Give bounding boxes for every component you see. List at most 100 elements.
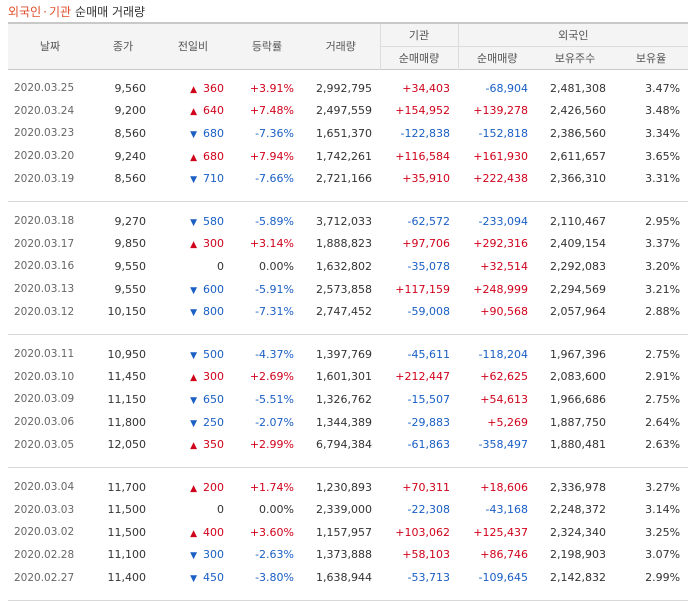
row-date: 2020.03.11 bbox=[14, 348, 75, 361]
row-foreign-net: +18,606 bbox=[480, 480, 528, 494]
row-foreign-ratio: 3.65% bbox=[645, 149, 681, 163]
row-foreign-net: -109,645 bbox=[478, 571, 528, 585]
row-close: 11,450 bbox=[107, 370, 147, 384]
row-inst-net: +70,311 bbox=[402, 480, 450, 494]
row-close: 10,150 bbox=[107, 305, 147, 319]
row-foreign-ratio: 3.07% bbox=[645, 548, 681, 562]
row-change-value: 0 bbox=[217, 503, 224, 517]
row-close: 9,200 bbox=[114, 104, 147, 118]
table-row: 2020.03.23 8,560 ▼ 680 -7.36% 1,651,370 -122,8… bbox=[8, 122, 688, 145]
row-volume: 1,632,802 bbox=[316, 259, 372, 273]
row-rate: +3.60% bbox=[249, 525, 294, 539]
table-row: 2020.03.20 9,240 ▲ 680 +7.94% 1,742,261 +116,5… bbox=[8, 145, 688, 168]
row-volume: 6,794,384 bbox=[316, 438, 372, 452]
row-change-value: 400 bbox=[203, 525, 224, 539]
row-foreign-ratio: 2.75% bbox=[645, 347, 681, 361]
row-foreign-hold: 2,366,310 bbox=[550, 172, 606, 186]
row-change-value: 680 bbox=[203, 126, 224, 140]
row-change: ▼ 300 bbox=[154, 544, 232, 567]
row-rate: +2.69% bbox=[249, 370, 294, 384]
row-foreign-hold: 1,967,396 bbox=[550, 347, 606, 361]
row-rate: -2.63% bbox=[255, 548, 294, 562]
table-row: 2020.03.11 10,950 ▼ 500 -4.37% 1,397,769 -45,6… bbox=[8, 343, 688, 366]
row-volume: 1,157,957 bbox=[316, 525, 372, 539]
row-foreign-net: +139,278 bbox=[473, 104, 528, 118]
row-rate: -5.91% bbox=[255, 282, 294, 296]
row-rate: +7.94% bbox=[249, 149, 294, 163]
table-row: 2020.03.19 8,560 ▼ 710 -7.66% 2,721,166 +35,91… bbox=[8, 167, 688, 190]
row-foreign-ratio: 3.48% bbox=[645, 104, 681, 118]
row-change-value: 710 bbox=[203, 172, 224, 186]
triangle-down-icon: ▼ bbox=[190, 217, 197, 228]
row-rate: 0.00% bbox=[259, 259, 294, 273]
row-change-value: 650 bbox=[203, 392, 224, 406]
triangle-down-icon: ▼ bbox=[190, 308, 197, 319]
row-foreign-net: -152,818 bbox=[478, 126, 528, 140]
row-change: ▼ 580 bbox=[154, 210, 232, 233]
row-date: 2020.03.25 bbox=[14, 82, 75, 95]
row-foreign-ratio: 2.75% bbox=[645, 392, 681, 406]
row-change: ▲ 350 bbox=[154, 433, 232, 456]
row-inst-net: -15,507 bbox=[407, 392, 450, 406]
row-foreign-ratio: 2.88% bbox=[645, 305, 681, 319]
row-change-value: 300 bbox=[203, 548, 224, 562]
table-row: 2020.03.09 11,150 ▼ 650 -5.51% 1,326,762 -15,5… bbox=[8, 388, 688, 411]
row-volume: 1,888,823 bbox=[316, 237, 372, 251]
row-date: 2020.03.16 bbox=[14, 260, 75, 273]
row-inst-net: -122,838 bbox=[400, 126, 450, 140]
row-date: 2020.03.13 bbox=[14, 283, 75, 296]
triangle-down-icon: ▼ bbox=[190, 418, 197, 429]
row-foreign-hold: 2,110,467 bbox=[550, 214, 606, 228]
col-foreign-ratio: 보유율 bbox=[614, 46, 689, 69]
row-change-value: 300 bbox=[203, 370, 224, 384]
col-date: 날짜 bbox=[8, 23, 92, 69]
col-group-foreign: 외국인 bbox=[457, 23, 689, 47]
row-foreign-ratio: 2.95% bbox=[645, 214, 681, 228]
row-change: ▲ 680 bbox=[154, 145, 232, 168]
row-date: 2020.02.27 bbox=[14, 571, 75, 584]
row-change: ▲ 360 bbox=[154, 77, 232, 100]
row-inst-net: +154,952 bbox=[395, 104, 450, 118]
row-volume: 3,712,033 bbox=[316, 214, 372, 228]
row-change-value: 200 bbox=[203, 480, 224, 494]
tab-foreign[interactable]: 외국인 bbox=[8, 5, 42, 19]
table-row: 2020.03.25 9,560 ▲ 360 +3.91% 2,992,795 +34,40… bbox=[8, 77, 688, 100]
group-spacer bbox=[8, 468, 688, 476]
row-inst-net: -59,008 bbox=[407, 305, 450, 319]
row-change: ▲ 400 bbox=[154, 521, 232, 544]
row-date: 2020.03.04 bbox=[14, 481, 75, 494]
row-foreign-net: -43,168 bbox=[485, 503, 528, 517]
row-foreign-hold: 2,057,964 bbox=[550, 305, 606, 319]
row-foreign-hold: 2,142,832 bbox=[550, 571, 606, 585]
row-foreign-ratio: 3.14% bbox=[645, 503, 681, 517]
row-close: 11,150 bbox=[107, 392, 147, 406]
row-change: ▼ 600 bbox=[154, 278, 232, 301]
section-title: 외국인 · 기관 순매매 거래량 bbox=[8, 4, 145, 20]
row-inst-net: -35,078 bbox=[407, 259, 450, 273]
row-inst-net: +103,062 bbox=[395, 525, 450, 539]
triangle-up-icon: ▲ bbox=[190, 373, 197, 384]
row-volume: 2,747,452 bbox=[316, 305, 372, 319]
row-close: 11,700 bbox=[107, 480, 147, 494]
table-row: 2020.02.27 11,400 ▼ 450 -3.80% 1,638,944 -53,7… bbox=[8, 566, 688, 589]
tab-institution[interactable]: 기관 bbox=[48, 5, 72, 19]
row-close: 9,850 bbox=[114, 237, 147, 251]
row-inst-net: -61,863 bbox=[407, 438, 450, 452]
col-foreign-net: 순매매량 bbox=[457, 46, 536, 69]
row-close: 9,550 bbox=[114, 259, 147, 273]
group-spacer bbox=[8, 69, 688, 77]
row-change: ▼ 710 bbox=[154, 167, 232, 190]
table-row: 2020.03.12 10,150 ▼ 800 -7.31% 2,747,452 -59,0… bbox=[8, 300, 688, 323]
row-inst-net: +117,159 bbox=[395, 282, 450, 296]
row-date: 2020.03.06 bbox=[14, 416, 75, 429]
row-change: ▲ 300 bbox=[154, 233, 232, 256]
triangle-up-icon: ▲ bbox=[190, 84, 197, 95]
row-foreign-hold: 2,426,560 bbox=[550, 104, 606, 118]
row-foreign-hold: 2,248,372 bbox=[550, 503, 606, 517]
triangle-up-icon: ▲ bbox=[190, 240, 197, 251]
row-foreign-net: -358,497 bbox=[478, 438, 528, 452]
row-volume: 2,497,559 bbox=[316, 104, 372, 118]
row-change-value: 580 bbox=[203, 214, 224, 228]
row-close: 12,050 bbox=[107, 438, 147, 452]
row-foreign-ratio: 2.64% bbox=[645, 415, 681, 429]
